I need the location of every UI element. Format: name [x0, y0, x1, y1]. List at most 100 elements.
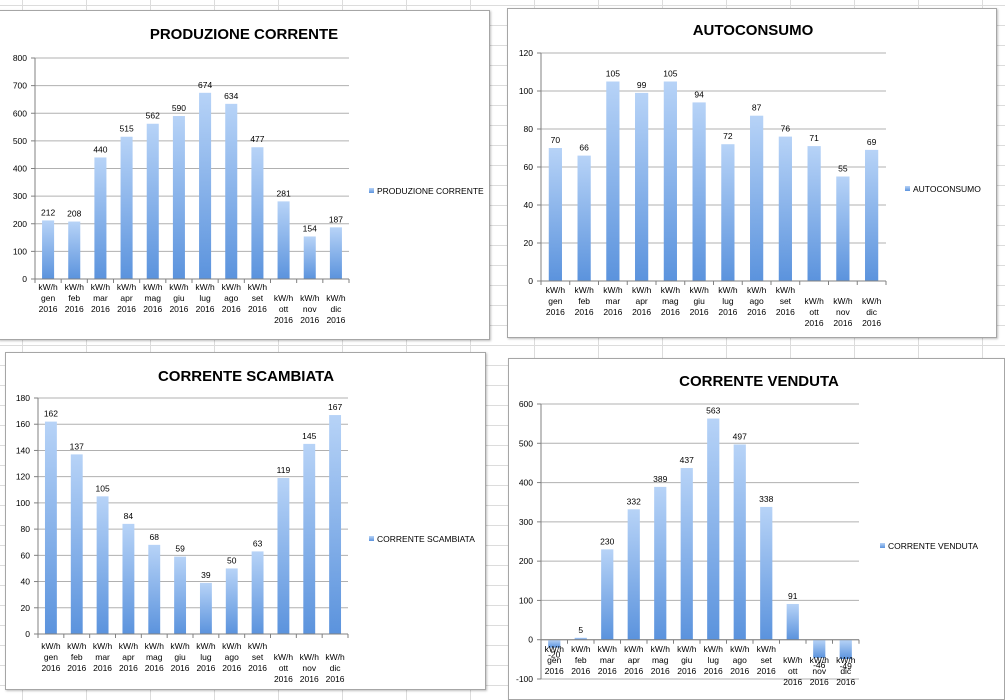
bar-8	[750, 115, 764, 281]
x-category-label: kW/h feb 2016	[571, 644, 591, 676]
x-category-label: kW/h ott 2016	[274, 652, 294, 684]
y-tick-label: 100	[519, 595, 533, 605]
chart-svg: CORRENTE VENDUTA -100 0 100 200 300 400 500 600 -…	[516, 373, 978, 687]
bar-11	[836, 176, 850, 281]
bar-2	[577, 155, 591, 281]
data-label: 72	[723, 131, 733, 141]
chart-svg: CORRENTE SCAMBIATA 0 20 40 60 80 100 120 140 160 1…	[16, 368, 475, 684]
bar-11	[813, 639, 826, 658]
data-label: 208	[67, 209, 81, 219]
chart-produzione-corrente: PRODUZIONE CORRENTE 0 100 200 300 400 500 600 70…	[0, 10, 490, 340]
y-tick-label: 80	[21, 524, 31, 534]
y-tick-label: 80	[524, 124, 534, 134]
data-label: 59	[175, 544, 185, 554]
y-tick-label: 40	[21, 577, 31, 587]
data-label: 66	[579, 143, 589, 153]
data-label: 50	[227, 555, 237, 565]
bar-10	[277, 477, 290, 634]
x-category-label: kW/h mar 2016	[603, 285, 623, 317]
data-label: 332	[627, 496, 641, 506]
bar-1	[548, 639, 561, 648]
bar-10	[786, 603, 799, 640]
chart-autoconsumo: AUTOCONSUMO 0 20 40 60 80 100 120 70 66 105 99 105 94…	[507, 8, 997, 338]
x-category-label: kW/h mag 2016	[145, 641, 165, 673]
y-tick-label: 500	[519, 438, 533, 448]
data-label: 477	[250, 134, 264, 144]
y-tick-label: 600	[13, 108, 27, 118]
bar-7	[199, 582, 212, 634]
y-tick-label: 200	[519, 556, 533, 566]
data-label: 162	[44, 409, 58, 419]
data-label: 84	[124, 511, 134, 521]
y-tick-label: 0	[528, 635, 533, 645]
data-label: 76	[781, 124, 791, 134]
data-label: 105	[95, 483, 109, 493]
data-label: 590	[172, 103, 186, 113]
data-label: 5	[578, 625, 583, 635]
bar-11	[303, 443, 316, 634]
bar-3	[601, 549, 614, 640]
bar-2	[70, 454, 83, 634]
data-label: 389	[653, 474, 667, 484]
data-label: 634	[224, 91, 238, 101]
chart-corrente-venduta: CORRENTE VENDUTA -100 0 100 200 300 400 500 600 -…	[508, 358, 1005, 700]
x-category-label: kW/h ott 2016	[274, 293, 294, 325]
x-category-label: kW/h set 2016	[757, 644, 777, 676]
y-tick-label: 60	[524, 162, 534, 172]
data-label: 563	[706, 406, 720, 416]
bar-5	[148, 544, 161, 634]
x-category-label: kW/h set 2016	[776, 285, 796, 317]
data-label: 674	[198, 80, 212, 90]
x-category-label: kW/h nov 2016	[300, 293, 320, 325]
data-label: 338	[759, 494, 773, 504]
bar-9	[251, 147, 264, 279]
y-tick-label: 0	[25, 629, 30, 639]
data-label: 105	[663, 69, 677, 79]
bar-7	[199, 92, 212, 280]
chart-svg: PRODUZIONE CORRENTE 0 100 200 300 400 500 600 70…	[13, 26, 484, 325]
x-category-label: kW/h dic 2016	[836, 655, 856, 687]
y-tick-label: 100	[16, 498, 30, 508]
x-category-label: kW/h set 2016	[248, 282, 268, 314]
data-label: 187	[329, 214, 343, 224]
y-tick-label: 600	[519, 399, 533, 409]
x-category-label: kW/h ago 2016	[222, 641, 242, 673]
y-tick-label: -100	[516, 674, 533, 684]
x-category-label: kW/h gen 2016	[41, 641, 61, 673]
data-label: -46	[813, 660, 826, 670]
bar-12	[329, 415, 342, 634]
x-category-label: kW/h giu 2016	[169, 282, 189, 314]
bar-8	[225, 103, 238, 279]
x-category-label: kW/h gen 2016	[545, 644, 565, 676]
bar-5	[146, 123, 159, 279]
y-tick-label: 0	[528, 276, 533, 286]
legend-label: AUTOCONSUMO	[913, 184, 981, 194]
bar-1	[548, 148, 562, 281]
legend-swatch	[369, 536, 374, 541]
x-category-label: kW/h ago 2016	[747, 285, 767, 317]
x-category-label: kW/h mag 2016	[651, 644, 671, 676]
x-category-label: kW/h mar 2016	[93, 641, 113, 673]
x-category-label: kW/h feb 2016	[574, 285, 594, 317]
legend-label: PRODUZIONE CORRENTE	[377, 186, 484, 196]
data-label: 437	[680, 455, 694, 465]
x-category-label: kW/h apr 2016	[624, 644, 644, 676]
data-label: 105	[606, 69, 620, 79]
y-tick-label: 20	[21, 603, 31, 613]
data-label: 70	[551, 135, 561, 145]
bar-3	[606, 81, 620, 281]
x-category-label: kW/h apr 2016	[117, 282, 137, 314]
x-category-label: kW/h apr 2016	[632, 285, 652, 317]
bar-2	[574, 637, 587, 640]
legend-label: CORRENTE VENDUTA	[888, 541, 978, 551]
data-label: 71	[809, 133, 819, 143]
x-category-label: kW/h giu 2016	[677, 644, 697, 676]
bar-3	[96, 496, 109, 634]
legend-label: CORRENTE SCAMBIATA	[377, 534, 475, 544]
data-label: 68	[150, 532, 160, 542]
y-tick-label: 20	[524, 238, 534, 248]
y-tick-label: 200	[13, 219, 27, 229]
data-label: 39	[201, 570, 211, 580]
bar-6	[174, 556, 187, 634]
chart-corrente-scambiata: CORRENTE SCAMBIATA 0 20 40 60 80 100 120 140 160 1…	[5, 352, 486, 690]
